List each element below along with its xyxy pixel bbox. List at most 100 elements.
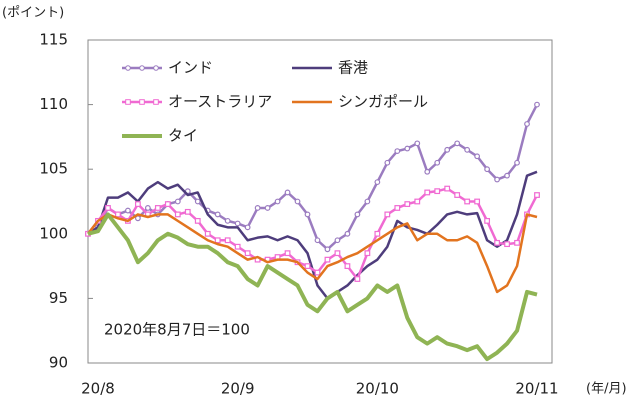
legend-marker [139,65,145,71]
marker [164,201,171,207]
y-tick-label: 90 [49,354,68,372]
marker [234,243,241,250]
marker [344,230,351,237]
marker [464,198,471,205]
marker [194,198,201,205]
marker [494,176,500,183]
legend-label: タイ [168,127,198,145]
marker [224,217,231,224]
marker [244,250,251,257]
marker [105,205,111,211]
marker [314,237,321,244]
marker [154,205,161,211]
marker [454,192,461,198]
marker [504,172,510,179]
x-tick-label: 20/11 [515,380,558,398]
marker [394,148,401,155]
marker [384,159,391,166]
y-axis-label: (ポイント) [2,6,64,21]
legend-marker [153,99,159,105]
y-tick-label: 115 [39,31,68,49]
marker [454,140,461,147]
x-tick-label: 20/8 [81,380,115,398]
marker [534,101,540,108]
x-tick-label: 20/10 [356,380,399,398]
line [87,170,538,300]
marker [344,263,351,269]
marker [324,246,331,253]
marker [374,230,381,237]
marker [514,239,520,246]
marker [244,224,251,231]
marker [274,198,281,205]
line [87,212,538,362]
marker [444,146,451,153]
marker [334,250,341,257]
marker [354,211,361,218]
marker [414,140,421,147]
marker [254,205,261,211]
y-tick-label: 105 [39,160,68,178]
y-tick-label: 100 [39,224,68,242]
y-tick-label: 110 [39,95,68,113]
marker [125,207,131,214]
marker [354,276,361,282]
marker [304,263,311,269]
marker [314,269,321,276]
marker [394,205,401,211]
legend-marker [125,65,131,71]
marker [214,237,221,244]
line [87,213,538,294]
annotation: 2020年8月7日＝100 [104,321,250,339]
marker [364,250,371,257]
line [87,187,539,281]
marker [174,198,181,205]
marker [484,217,491,224]
marker [524,121,530,127]
marker [424,168,431,175]
marker [284,189,291,196]
marker [234,220,241,227]
legend-label: オーストラリア [168,93,272,111]
legend-label: 香港 [338,59,368,77]
legend-marker [139,99,145,105]
x-axis-label: (年/月) [586,382,627,397]
marker [474,198,481,205]
marker [364,198,371,205]
marker [484,166,491,173]
legend-label: インド [168,59,213,77]
marker [224,237,231,244]
legend-marker [125,99,131,105]
line [87,104,539,251]
marker [474,153,481,160]
marker [504,241,510,248]
marker [144,205,151,211]
marker [304,211,311,218]
legend-label: シンガポール [338,93,428,111]
marker [334,237,341,244]
marker [404,145,411,152]
plot-frame [87,39,553,364]
marker [494,239,500,246]
marker [294,198,301,205]
marker [184,208,191,215]
marker [444,185,451,192]
marker [194,217,201,224]
x-tick-label: 20/9 [221,380,255,398]
marker [384,211,391,218]
marker [134,215,141,222]
marker [434,188,441,195]
marker [324,256,331,263]
marker [284,250,291,257]
y-tick-label: 95 [49,289,68,307]
marker [514,159,520,166]
legend-marker [153,65,159,71]
marker [404,201,411,207]
marker [264,205,271,211]
marker [424,189,431,196]
marker [174,211,181,218]
marker [374,179,381,186]
marker [115,211,121,218]
marker [434,159,441,166]
